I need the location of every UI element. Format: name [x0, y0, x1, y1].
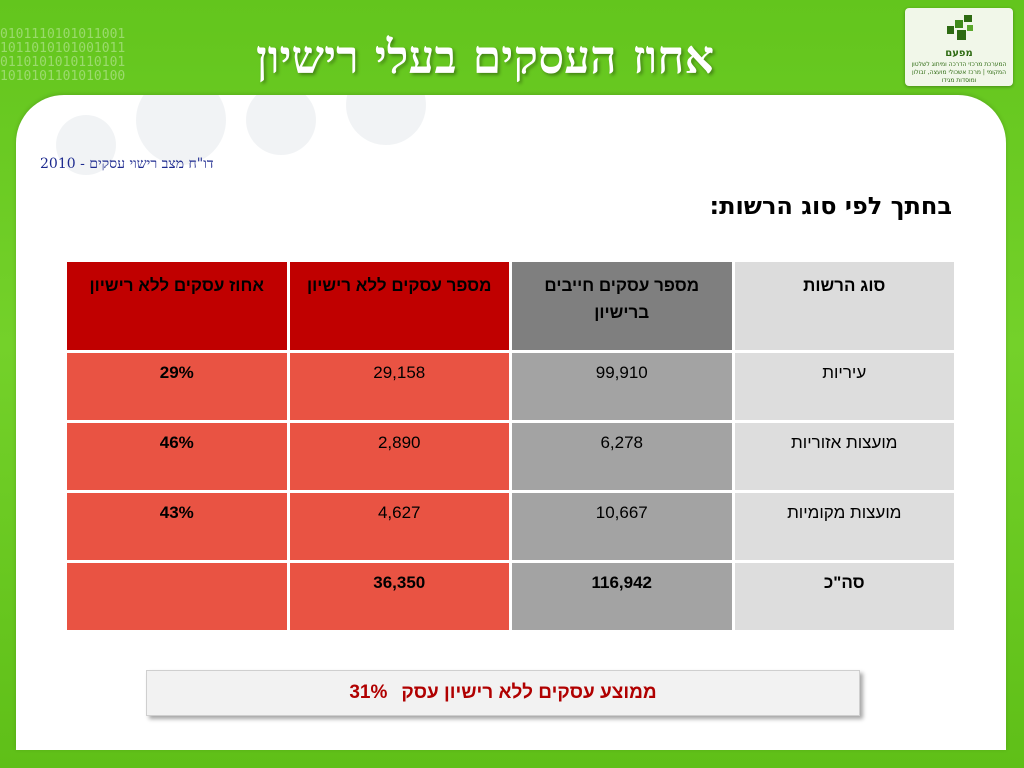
summary-label: ממוצע עסקים ללא רישיון עסק [401, 682, 657, 703]
cell-unlicensed-count: 29,158 [289, 353, 509, 420]
cell-required-count: 99,910 [512, 353, 732, 420]
report-subtitle: דו"ח מצב רישוי עסקים - 2010 [40, 156, 214, 172]
slide-title: אחוז העסקים בעלי רישיון [255, 30, 714, 84]
section-heading: בחתך לפי סוג הרשות: [709, 192, 952, 220]
licensing-table: סוג הרשות מספר עסקים חייבים ברישיון מספר… [64, 259, 957, 633]
cell-authority-type: מועצות אזוריות [734, 423, 954, 490]
cell-unlicensed-percent: 43% [67, 493, 287, 560]
cell-required-count: 6,278 [512, 423, 732, 490]
header-unlicensed-percent: אחוז עסקים ללא רישיון [67, 262, 287, 350]
logo-tagline: המערכת מרכזי הדרכה ומיתוג לשלטון המקומי … [911, 61, 1007, 84]
table-total-row: סה"כ 116,942 36,350 [67, 563, 954, 630]
table-row: עיריות 99,910 29,158 29% [67, 353, 954, 420]
cell-total-required: 116,942 [512, 563, 732, 630]
table-row: מועצות אזוריות 6,278 2,890 46% [67, 423, 954, 490]
binary-decoration: 0101110101011001 1011010101001011 011010… [0, 28, 126, 84]
cell-authority-type: עיריות [734, 353, 954, 420]
summary-value: 31% [349, 682, 388, 703]
header-unlicensed-count: מספר עסקים ללא רישיון [289, 262, 509, 350]
cell-total-percent [67, 563, 287, 630]
cell-total-unlicensed: 36,350 [289, 563, 509, 630]
table-header-row: סוג הרשות מספר עסקים חייבים ברישיון מספר… [67, 262, 954, 350]
average-summary-box: ממוצע עסקים ללא רישיון עסק 31% [146, 670, 860, 716]
table-row: מועצות מקומיות 10,667 4,627 43% [67, 493, 954, 560]
cell-required-count: 10,667 [512, 493, 732, 560]
cell-unlicensed-percent: 46% [67, 423, 287, 490]
organization-logo: מפעם המערכת מרכזי הדרכה ומיתוג לשלטון המ… [905, 8, 1013, 86]
cell-total-label: סה"כ [734, 563, 954, 630]
cell-unlicensed-percent: 29% [67, 353, 287, 420]
logo-name: מפעם [945, 48, 973, 59]
header-required-count: מספר עסקים חייבים ברישיון [512, 262, 732, 350]
header-authority-type: סוג הרשות [734, 262, 954, 350]
logo-icon [947, 15, 973, 40]
cell-unlicensed-count: 2,890 [289, 423, 509, 490]
cell-authority-type: מועצות מקומיות [734, 493, 954, 560]
cell-unlicensed-count: 4,627 [289, 493, 509, 560]
